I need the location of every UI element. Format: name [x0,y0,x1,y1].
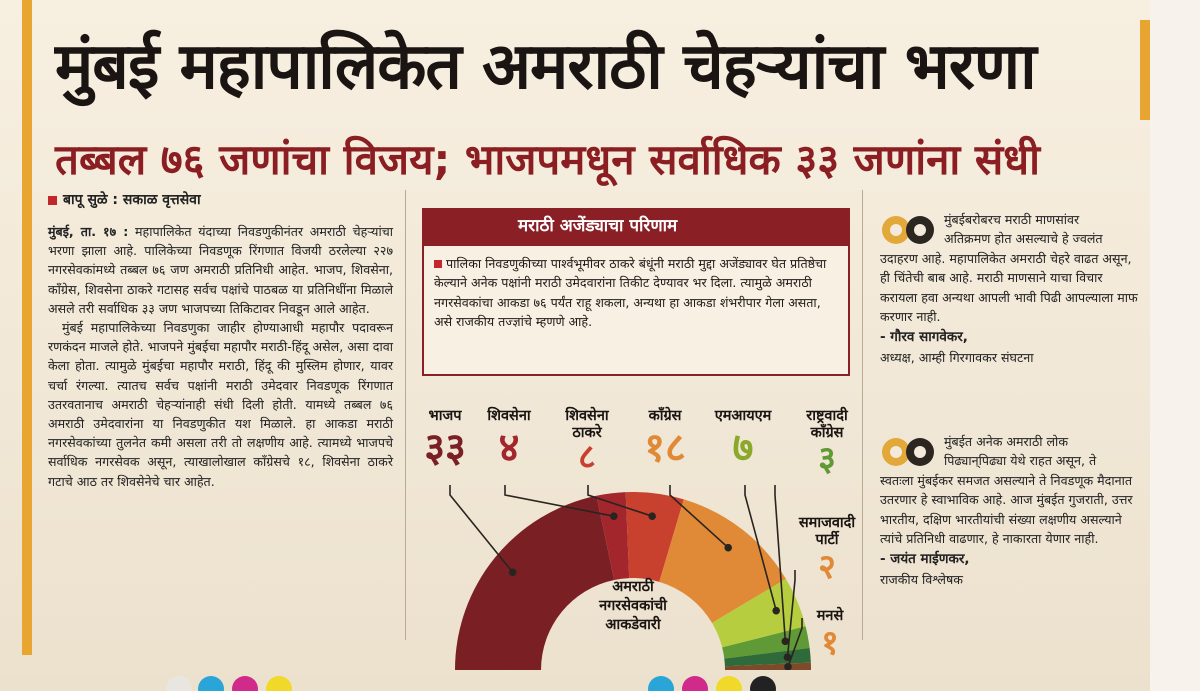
box-text: पालिका निवडणुकीच्या पार्श्वभूमीवर ठाकरे … [434,256,827,330]
quote-text: उदाहरण आहे. महापालिकेत अमराठी चेहरे वाढत… [880,250,1138,325]
party-label-ncp: राष्ट्रवादी काँग्रेस ३ [786,408,868,476]
party-label-shivsena: शिवसेना ४ [474,408,544,471]
article-body: मुंबई, ता. १७ : महापालिकेत यंदाच्या निवड… [48,222,393,642]
registration-dot [232,676,258,691]
quote-author-role: राजकीय विश्लेषक [880,571,963,587]
party-count: ३ [818,439,836,479]
party-name: शिवसेना [487,408,531,424]
chart-leader-dot [781,637,790,646]
column-divider [405,190,406,640]
quote-author: - गौरव सागवेकर, [880,329,968,346]
accent-bar-left [22,0,32,655]
party-label-congress: काँग्रेस १८ [630,408,700,471]
quote-author: - जयंत माईणकर, [880,551,970,568]
party-name-line2: काँग्रेस [810,425,844,441]
article-dateline: मुंबई, ता. १७ : [48,224,129,239]
registration-dot [750,676,776,691]
quote-line-2: अतिक्रमण होत असल्याचे हे ज्वलंत [944,231,1103,247]
party-count: ३३ [424,425,466,471]
quote-author-role: अध्यक्ष, आम्ही गिरगावकर संघटना [880,349,1034,365]
chart-title-line2: नगरसेवकांची [599,598,667,614]
byline: बापू सुळे : सकाळ वृत्तसेवा [48,190,388,212]
chart-title-line1: अमराठी [612,579,654,595]
box-title: मराठी अजेंड्याचा परिणाम [422,208,850,244]
registration-dot [648,676,674,691]
party-name: भाजप [428,408,462,424]
chart-title-line3: आकडेवारी [605,617,661,633]
byline-text: बापू सुळे : सकाळ वृत्तसेवा [63,192,201,208]
chart-leader-line [787,618,803,668]
party-label-mns: मनसे १ [800,608,860,661]
party-label-bjp: भाजप ३३ [420,408,470,471]
chart-leader-dot [508,568,517,577]
quote-line-1: मुंबईबरोबरच मराठी माणसांवर [944,212,1080,227]
chart-leader-line [774,485,787,642]
chart-center-label: अमराठी नगरसेवकांची आकडेवारी [563,578,703,668]
headline: मुंबई महापालिकेत अमराठी चेहऱ्यांचा भरणा [55,30,1037,104]
party-count: २ [818,547,836,587]
party-label-shivsena-thackeray: शिवसेना ठाकरे ८ [552,408,622,477]
chart-leader-dot [772,606,781,615]
chart-leader-line [587,485,653,517]
chart-leader-dot [648,512,656,520]
chart-leader-dot [724,543,733,552]
chart-leader-line [786,570,796,658]
party-count: ८ [578,437,596,477]
party-name-line1: शिवसेना [565,408,609,424]
article-text-1: महापालिकेत यंदाच्या निवडणुकीनंतर अमराठी … [48,224,394,316]
quote-line-1: मुंबईत अनेक अमराठी लोक [944,434,1068,449]
quote-block-2: मुंबईत अनेक अमराठी लोक पिढ्यान्‌पिढ्या य… [880,432,1140,647]
party-name: काँग्रेस [648,408,682,424]
quote-line-2: पिढ्यान्‌पिढ्या येथे राहत असून, ते [944,453,1097,469]
party-name-line2: पार्टी [815,532,839,548]
chart-slice [625,492,684,582]
party-name-line1: समाजवादी [798,515,856,531]
chart-leader-line [744,485,777,611]
chart-leader-dot [783,653,792,662]
party-name: एमआयएम [714,408,772,424]
chart-leader-dot [610,512,618,520]
party-count: ७ [732,425,754,471]
party-name-line2: ठाकरे [572,425,602,441]
article-paragraph-2: मुंबई महापालिकेच्या निवडणुका जाहीर होण्य… [48,320,393,489]
registration-dot [198,676,224,691]
column-divider [862,190,863,640]
seat-share-chart [449,485,811,670]
chart-leader-line [669,485,729,549]
party-label-sp: समाजवादी पार्टी २ [786,515,868,585]
byline-bullet [48,195,57,205]
registration-dot [166,676,192,691]
party-label-mim: एमआयएम ७ [700,408,786,471]
chart-slice [659,499,786,623]
quote-icon [882,438,934,466]
registration-dot [682,676,708,691]
article-paragraph-1: मुंबई, ता. १७ : महापालिकेत यंदाच्या निवड… [48,222,393,318]
chart-leader-line [449,485,514,573]
party-name-line1: राष्ट्रवादी [806,408,848,424]
quote-icon [882,216,934,244]
chart-leader-line [504,485,614,517]
accent-bar-right [1140,20,1152,120]
registration-dot [266,676,292,691]
registration-dot [716,676,742,691]
party-count: १८ [644,425,686,471]
box-body: पालिका निवडणुकीच्या पार्श्वभूमीवर ठाकरे … [422,244,850,376]
party-name: मनसे [816,608,844,624]
subheadline: तब्बल ७६ जणांचा विजय; भाजपमधून सर्वाधिक … [55,135,1040,184]
page-edge [1150,0,1200,691]
party-count: ४ [498,425,520,471]
chart-leader-dot [784,662,792,670]
party-count: १ [821,623,839,663]
quote-text: स्वतःला मुंबईकर समजत असल्याने ते निवडणूक… [880,472,1133,547]
chart-slice [455,495,615,670]
quote-block-1: मुंबईबरोबरच मराठी माणसांवर अतिक्रमण होत … [880,210,1140,405]
box-bullet [434,260,442,268]
